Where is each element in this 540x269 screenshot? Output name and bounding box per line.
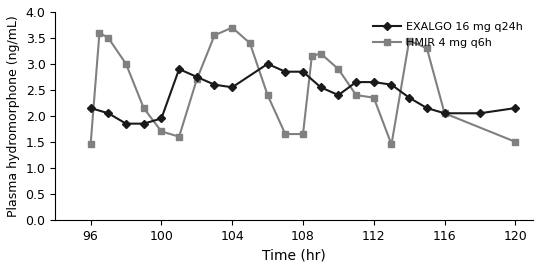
EXALGO 16 mg q24h — [335, 93, 342, 97]
HMIR 4 mg q6h — [193, 78, 200, 81]
EXALGO 16 mg q24h — [193, 75, 200, 79]
HMIR 4 mg q6h — [96, 31, 103, 34]
EXALGO 16 mg q24h — [477, 112, 483, 115]
EXALGO 16 mg q24h — [406, 96, 413, 99]
EXALGO 16 mg q24h — [353, 80, 359, 84]
EXALGO 16 mg q24h — [300, 70, 306, 73]
EXALGO 16 mg q24h — [265, 62, 271, 66]
HMIR 4 mg q6h — [335, 68, 342, 71]
HMIR 4 mg q6h — [370, 96, 377, 99]
HMIR 4 mg q6h — [300, 132, 306, 136]
HMIR 4 mg q6h — [353, 93, 359, 97]
EXALGO 16 mg q24h — [424, 107, 430, 110]
HMIR 4 mg q6h — [308, 55, 315, 58]
EXALGO 16 mg q24h — [211, 83, 218, 86]
HMIR 4 mg q6h — [211, 34, 218, 37]
HMIR 4 mg q6h — [158, 130, 165, 133]
Line: EXALGO 16 mg q24h: EXALGO 16 mg q24h — [87, 61, 518, 127]
HMIR 4 mg q6h — [229, 26, 235, 29]
HMIR 4 mg q6h — [87, 143, 94, 146]
Line: HMIR 4 mg q6h: HMIR 4 mg q6h — [87, 24, 518, 148]
HMIR 4 mg q6h — [512, 140, 518, 143]
HMIR 4 mg q6h — [282, 132, 288, 136]
EXALGO 16 mg q24h — [87, 107, 94, 110]
EXALGO 16 mg q24h — [229, 86, 235, 89]
EXALGO 16 mg q24h — [176, 68, 183, 71]
X-axis label: Time (hr): Time (hr) — [262, 248, 326, 262]
Legend: EXALGO 16 mg q24h, HMIR 4 mg q6h: EXALGO 16 mg q24h, HMIR 4 mg q6h — [368, 17, 528, 52]
HMIR 4 mg q6h — [265, 93, 271, 97]
HMIR 4 mg q6h — [123, 62, 129, 66]
EXALGO 16 mg q24h — [388, 83, 395, 86]
EXALGO 16 mg q24h — [105, 112, 112, 115]
HMIR 4 mg q6h — [406, 39, 413, 42]
EXALGO 16 mg q24h — [441, 112, 448, 115]
HMIR 4 mg q6h — [424, 47, 430, 50]
EXALGO 16 mg q24h — [512, 107, 518, 110]
HMIR 4 mg q6h — [140, 107, 147, 110]
EXALGO 16 mg q24h — [158, 117, 165, 120]
HMIR 4 mg q6h — [247, 41, 253, 45]
EXALGO 16 mg q24h — [370, 80, 377, 84]
Y-axis label: Plasma hydromorphone (ng/mL): Plasma hydromorphone (ng/mL) — [7, 15, 20, 217]
EXALGO 16 mg q24h — [123, 122, 129, 125]
HMIR 4 mg q6h — [105, 36, 112, 40]
HMIR 4 mg q6h — [318, 52, 324, 55]
HMIR 4 mg q6h — [388, 143, 395, 146]
EXALGO 16 mg q24h — [140, 122, 147, 125]
EXALGO 16 mg q24h — [318, 86, 324, 89]
HMIR 4 mg q6h — [176, 135, 183, 138]
HMIR 4 mg q6h — [441, 112, 448, 115]
EXALGO 16 mg q24h — [282, 70, 288, 73]
